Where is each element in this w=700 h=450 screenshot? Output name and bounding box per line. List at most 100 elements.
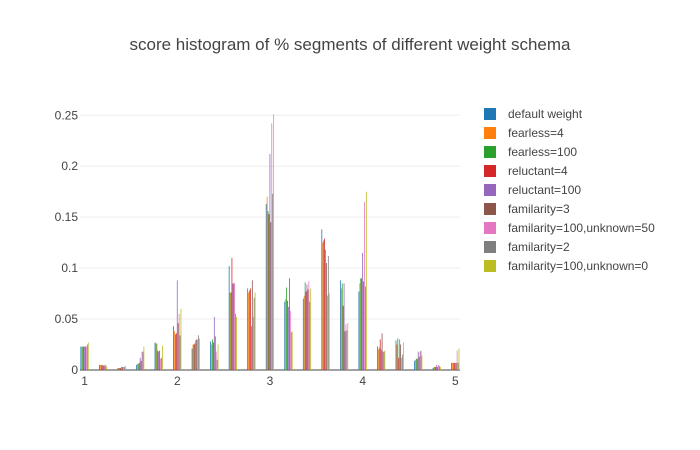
histogram-bar: [104, 365, 106, 370]
histogram-bar: [254, 292, 256, 370]
legend-item[interactable]: familarity=2: [484, 240, 570, 254]
histogram-bar: [273, 114, 275, 370]
y-tick-label: 0.1: [61, 261, 78, 275]
histogram-bar: [419, 351, 421, 370]
histogram-bar: [305, 291, 307, 370]
histogram-bar: [266, 196, 268, 370]
histogram-bar: [327, 295, 328, 370]
histogram-bar: [414, 360, 415, 370]
histogram-bar: [341, 283, 343, 370]
histogram-bar: [121, 366, 123, 370]
histogram-bar: [415, 358, 417, 370]
histogram-bar: [195, 340, 197, 370]
histogram-bar: [439, 365, 440, 370]
histogram-bar: [140, 360, 142, 370]
histogram-bar: [345, 324, 347, 370]
histogram-bar: [416, 358, 418, 370]
histogram-bar: [322, 242, 324, 370]
histogram-bar: [309, 301, 311, 370]
histogram-bar: [230, 292, 232, 370]
histogram-bar: [307, 289, 309, 370]
histogram-bar: [213, 317, 215, 370]
histogram-bar: [143, 346, 145, 370]
histogram-bar: [455, 362, 457, 370]
histogram-bar: [437, 366, 439, 370]
histogram-bar: [106, 366, 108, 370]
histogram-bar: [433, 366, 435, 370]
histogram-bar: [100, 364, 102, 370]
histogram-bar: [86, 346, 87, 370]
histogram-bar: [325, 249, 326, 370]
histogram-bar: [379, 339, 381, 370]
histogram-bar: [99, 364, 101, 370]
histogram-bar: [417, 351, 419, 370]
legend-item[interactable]: fearless=4: [484, 126, 564, 140]
histogram-bar: [160, 358, 161, 370]
histogram-bar: [328, 293, 330, 370]
histogram-bar: [154, 342, 156, 370]
histogram-bar: [141, 351, 143, 370]
histogram-bar: [290, 332, 292, 370]
histogram-bar: [342, 305, 344, 370]
histogram-bar: [440, 366, 441, 370]
histogram-bar: [193, 344, 195, 370]
histogram-bar: [420, 350, 422, 370]
histogram-bar: [284, 301, 286, 370]
histogram-bar: [269, 154, 271, 370]
histogram-bar: [434, 366, 436, 370]
histogram-bar: [304, 282, 306, 370]
histogram-bar: [177, 323, 179, 370]
legend-item[interactable]: familarity=100,unknown=50: [484, 221, 655, 235]
legend-item[interactable]: familarity=3: [484, 202, 570, 216]
histogram-bar: [382, 351, 384, 370]
histogram-bar: [229, 292, 231, 370]
legend-label: familarity=2: [508, 240, 570, 254]
histogram-bar: [310, 288, 312, 370]
histogram-bar: [253, 297, 255, 370]
legend-item[interactable]: reluctant=100: [484, 183, 581, 197]
histogram-bar: [339, 280, 341, 370]
histogram-bar: [175, 334, 176, 370]
histogram-bar: [291, 331, 293, 370]
histogram-bar: [402, 354, 403, 370]
histogram-bar: [250, 288, 251, 370]
legend-item[interactable]: reluctant=4: [484, 164, 568, 178]
histogram-bar: [231, 257, 233, 370]
histogram-bar: [161, 357, 162, 370]
histogram-bar: [86, 344, 88, 370]
histogram-bar: [286, 287, 287, 370]
histogram-bar: [124, 366, 125, 370]
histogram-bar: [398, 357, 400, 370]
histogram-bar: [321, 229, 323, 370]
histogram-bar: [400, 344, 401, 370]
legend-item[interactable]: fearless=100: [484, 145, 577, 159]
histogram-bar: [191, 348, 193, 370]
histogram-bar: [271, 123, 273, 371]
histogram-bar: [136, 364, 137, 370]
x-tick-label: 4: [359, 374, 366, 388]
legend-swatch: [484, 127, 496, 139]
legend-item[interactable]: familarity=100,unknown=0: [484, 259, 648, 273]
histogram-bar: [323, 240, 325, 370]
legend[interactable]: default weight fearless=4 fearless=100 relu…: [484, 107, 655, 273]
histogram-bar: [267, 211, 269, 370]
histogram-bar: [120, 367, 122, 370]
chart-title: score histogram of % segments of differe…: [130, 35, 571, 54]
histogram-bar: [247, 288, 249, 370]
histogram-bar: [105, 364, 107, 370]
histogram-bar: [326, 263, 327, 370]
histogram-bar: [173, 326, 174, 370]
histogram-bar: [436, 364, 438, 370]
histogram-bar: [211, 344, 212, 370]
histogram-bar: [432, 367, 434, 370]
histogram-bar: [123, 366, 124, 370]
legend-swatch: [484, 260, 496, 272]
histogram-bar: [343, 283, 345, 370]
histogram-bar: [252, 317, 254, 370]
histogram-bar: [364, 201, 365, 370]
histogram-bar: [451, 362, 452, 370]
legend-item[interactable]: default weight: [484, 107, 583, 121]
histogram-bar: [308, 281, 310, 370]
histogram-bar: [285, 298, 287, 370]
